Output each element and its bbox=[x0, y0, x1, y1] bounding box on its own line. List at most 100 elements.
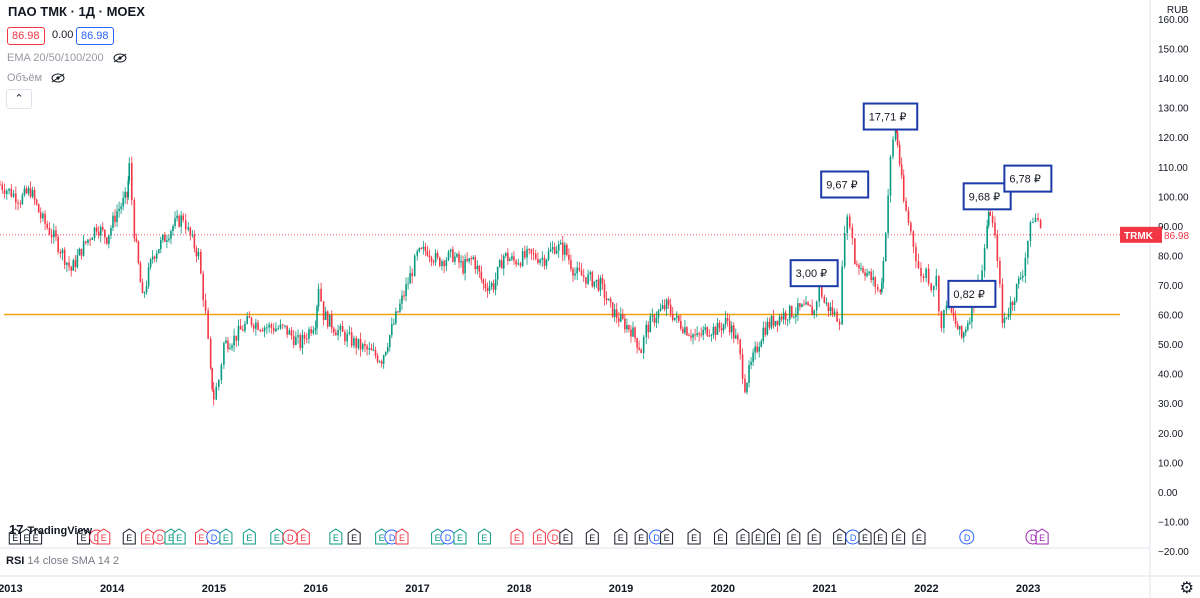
candle-body bbox=[915, 246, 917, 262]
gear-icon[interactable]: ⚙ bbox=[1179, 580, 1194, 597]
candle-body bbox=[640, 349, 642, 354]
candle-body bbox=[84, 241, 87, 243]
candle-body bbox=[272, 327, 275, 332]
event-marker-letter: E bbox=[1039, 533, 1045, 543]
candle-body bbox=[255, 322, 257, 329]
earnings-marker-icon bbox=[242, 528, 256, 545]
candle-body bbox=[93, 227, 96, 239]
candle-body bbox=[384, 351, 387, 356]
candle-body bbox=[445, 260, 448, 267]
earnings-marker-icon bbox=[172, 528, 186, 545]
candle-body bbox=[259, 329, 262, 331]
earnings-marker-icon bbox=[585, 528, 599, 545]
candle-body bbox=[557, 244, 560, 251]
candle-body bbox=[519, 263, 522, 266]
event-marker-letter: E bbox=[12, 533, 18, 543]
candle-body bbox=[359, 338, 362, 350]
y-tick-label: 40.00 bbox=[1158, 370, 1183, 381]
candle-body bbox=[462, 261, 464, 274]
candle-body bbox=[151, 256, 154, 260]
currency-label[interactable]: RUB bbox=[1166, 5, 1188, 16]
candle-body bbox=[133, 200, 136, 239]
indicator-volume[interactable]: Объём bbox=[7, 72, 65, 84]
price-tag-value: 86.98 bbox=[1164, 231, 1189, 242]
earnings-marker-icon bbox=[76, 528, 90, 545]
candle-body bbox=[537, 258, 539, 264]
candle-body bbox=[566, 244, 568, 255]
price-tag bbox=[1120, 226, 1162, 243]
earnings-marker-icon bbox=[1035, 528, 1049, 545]
candle-body bbox=[366, 346, 368, 350]
y-tick-label: 150.00 bbox=[1158, 45, 1189, 56]
chevron-up-icon[interactable]: ⌃ bbox=[6, 89, 32, 109]
candle-body bbox=[539, 259, 541, 264]
candle-body bbox=[157, 249, 160, 254]
candle-body bbox=[530, 249, 533, 254]
candle-body bbox=[35, 199, 38, 205]
candle-body bbox=[726, 318, 729, 321]
candle-body bbox=[954, 316, 957, 325]
candle-body bbox=[879, 289, 882, 293]
candle-body bbox=[110, 227, 112, 236]
candle-body bbox=[482, 279, 485, 285]
candle-body bbox=[690, 335, 692, 338]
candle-body bbox=[126, 192, 129, 198]
candle-body bbox=[137, 241, 140, 264]
candle-body bbox=[275, 328, 277, 332]
candle-body bbox=[960, 326, 963, 338]
candle-body bbox=[927, 268, 930, 284]
y-tick-label: −20.00 bbox=[1158, 547, 1189, 558]
candle-body bbox=[193, 234, 196, 249]
candle-body bbox=[57, 237, 59, 252]
candle-body bbox=[605, 298, 608, 301]
bid-price[interactable]: 86.98 bbox=[7, 27, 45, 45]
candle-body bbox=[87, 239, 89, 243]
candle-body bbox=[778, 316, 781, 325]
candle-body bbox=[91, 238, 94, 241]
x-tick-label: 2021 bbox=[812, 583, 836, 595]
event-marker-letter: E bbox=[101, 533, 107, 543]
candle-body bbox=[678, 315, 680, 321]
candle-body bbox=[498, 260, 501, 267]
candle-body bbox=[507, 252, 509, 261]
candle-body bbox=[770, 316, 773, 328]
earnings-marker-icon bbox=[195, 528, 209, 545]
candle-body bbox=[350, 332, 353, 346]
y-tick-label: 90.00 bbox=[1158, 222, 1183, 233]
candle-body bbox=[547, 251, 550, 260]
candle-body bbox=[956, 324, 959, 330]
candle-body bbox=[756, 346, 758, 352]
earnings-marker-icon bbox=[912, 528, 926, 545]
eye-hidden-icon[interactable] bbox=[113, 53, 127, 63]
candle-body bbox=[862, 267, 864, 273]
eye-hidden-icon[interactable] bbox=[51, 73, 65, 83]
price-tag-symbol: TRMK bbox=[1124, 231, 1154, 242]
event-marker-letter: E bbox=[176, 533, 182, 543]
ask-price[interactable]: 86.98 bbox=[76, 27, 114, 45]
y-tick-label: 140.00 bbox=[1158, 74, 1189, 85]
event-marker-letter: E bbox=[246, 533, 252, 543]
candle-body bbox=[281, 324, 284, 326]
candle-body bbox=[688, 335, 690, 337]
candle-body bbox=[599, 277, 602, 291]
candle-body bbox=[541, 257, 544, 260]
candle-body bbox=[413, 255, 416, 277]
candle-body bbox=[235, 335, 238, 341]
candle-body bbox=[284, 325, 286, 327]
candle-body bbox=[344, 331, 346, 342]
candle-body bbox=[762, 327, 765, 341]
candle-body bbox=[108, 235, 110, 244]
indicator-ema[interactable]: EMA 20/50/100/200 bbox=[7, 52, 127, 64]
candle-body bbox=[118, 208, 120, 212]
rsi-legend[interactable]: RSI 14 close SMA 14 2 bbox=[6, 555, 119, 567]
candle-body bbox=[227, 340, 229, 350]
candle-body bbox=[124, 192, 126, 198]
candle-body bbox=[741, 354, 744, 379]
candle-body bbox=[155, 253, 158, 259]
event-marker-letter: E bbox=[563, 533, 569, 543]
candle-body bbox=[636, 338, 638, 348]
candle-body bbox=[21, 194, 24, 204]
x-tick-label: 2022 bbox=[914, 583, 938, 595]
candle-body bbox=[958, 326, 961, 330]
